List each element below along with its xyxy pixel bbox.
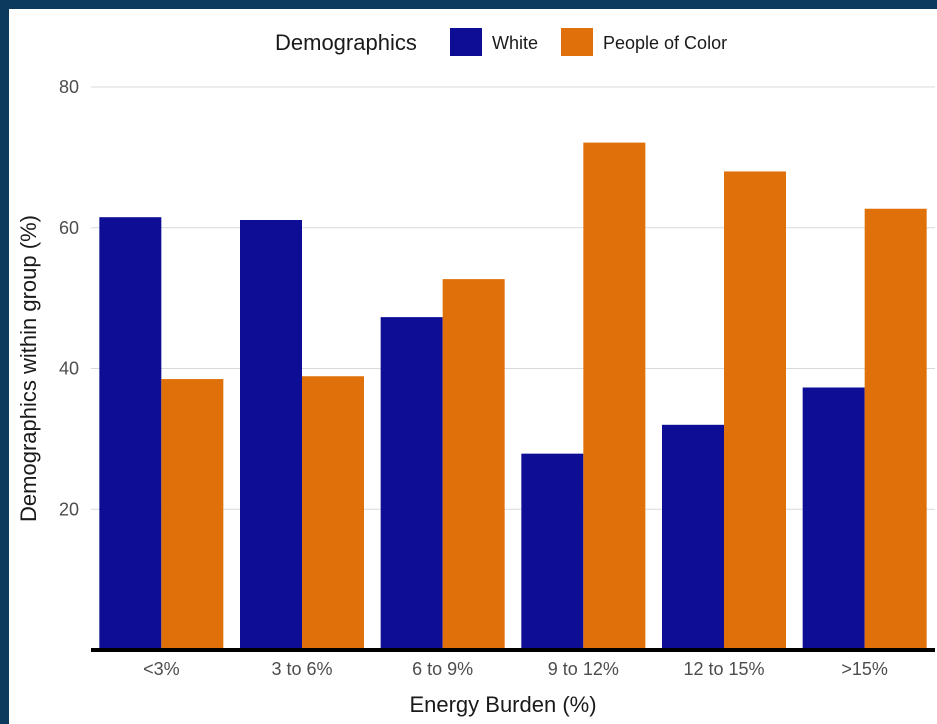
y-tick-label: 20	[59, 499, 79, 519]
bar	[521, 453, 584, 650]
bar	[724, 171, 786, 650]
x-tick-label: 12 to 15%	[683, 659, 764, 679]
y-tick-labels: 20 40 60 80	[59, 77, 79, 519]
chart-frame: Demographics White People of Color 20 40 60…	[9, 9, 937, 724]
x-tick-label: >15%	[841, 659, 888, 679]
y-axis-title: Demographics within group (%)	[16, 215, 41, 522]
bar	[161, 379, 224, 650]
legend-swatch	[450, 28, 482, 56]
x-tick-label: 6 to 9%	[412, 659, 473, 679]
bar-chart: Demographics White People of Color 20 40 60…	[16, 28, 935, 717]
bar	[662, 424, 724, 650]
legend-label: White	[492, 33, 538, 53]
x-axis-title: Energy Burden (%)	[409, 692, 596, 717]
legend-title: Demographics	[275, 30, 417, 55]
legend: Demographics White People of Color	[275, 28, 727, 56]
y-tick-label: 40	[59, 359, 79, 379]
legend-swatch	[561, 28, 593, 56]
x-tick-label: <3%	[143, 659, 180, 679]
legend-label: People of Color	[603, 33, 727, 53]
y-tick-label: 80	[59, 77, 79, 97]
bars	[99, 142, 927, 651]
bar	[583, 142, 646, 650]
bar	[380, 317, 443, 650]
bar	[864, 208, 927, 650]
bar	[802, 387, 865, 650]
x-tick-label: 3 to 6%	[271, 659, 332, 679]
bar	[240, 220, 302, 651]
gridlines	[91, 86, 935, 510]
bar	[442, 279, 505, 650]
bar	[302, 376, 364, 650]
bar	[99, 217, 162, 650]
x-tick-label: 9 to 12%	[548, 659, 619, 679]
y-tick-label: 60	[59, 218, 79, 238]
x-tick-labels: <3% 3 to 6% 6 to 9% 9 to 12% 12 to 15% >15%	[143, 659, 888, 679]
